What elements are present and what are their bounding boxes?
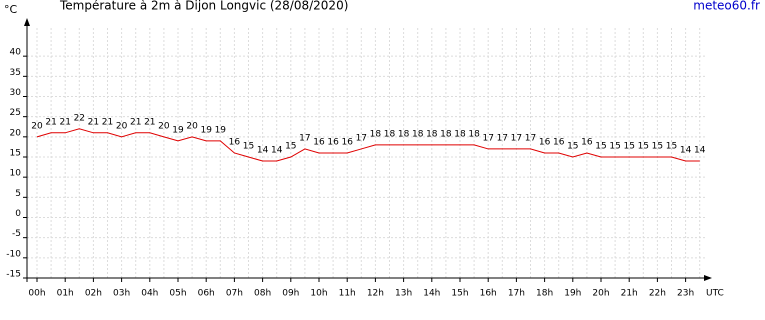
value-label: 17	[497, 133, 508, 143]
x-tick-label: 08h	[254, 289, 271, 299]
y-tick-label: 10	[10, 169, 22, 179]
x-tick-label: 14h	[423, 289, 440, 299]
x-axis-unit: UTC	[706, 289, 724, 299]
y-tick-label: 30	[10, 88, 22, 98]
source-link[interactable]: meteo60.fr	[693, 0, 760, 13]
value-label: 16	[539, 137, 551, 147]
value-label: 18	[384, 129, 396, 139]
value-label: 15	[243, 142, 254, 152]
x-tick-label: 21h	[621, 289, 638, 299]
value-label: 14	[680, 146, 692, 156]
y-tick-label: 15	[10, 149, 21, 159]
value-label: 17	[299, 133, 310, 143]
value-label: 17	[525, 133, 536, 143]
y-tick-label: 35	[10, 68, 21, 78]
value-label: 15	[666, 142, 677, 152]
value-label: 15	[595, 142, 606, 152]
y-tick-label: -10	[6, 249, 21, 259]
x-tick-label: 00h	[28, 289, 45, 299]
value-label: 16	[229, 137, 241, 147]
value-label: 21	[130, 117, 141, 127]
x-tick-label: 13h	[395, 289, 412, 299]
value-label: 19	[215, 125, 227, 135]
x-tick-label: 16h	[480, 289, 497, 299]
x-tick-label: 05h	[169, 289, 186, 299]
value-label: 15	[652, 142, 663, 152]
value-label: 17	[482, 133, 493, 143]
x-tick-label: 06h	[198, 289, 215, 299]
y-tick-label: 20	[10, 128, 22, 138]
value-label: 14	[271, 146, 283, 156]
value-label: 18	[412, 129, 424, 139]
x-tick-label: 20h	[592, 289, 609, 299]
value-label: 15	[609, 142, 620, 152]
y-tick-label: 0	[15, 209, 21, 219]
x-tick-label: 19h	[564, 289, 581, 299]
value-label: 16	[327, 137, 339, 147]
value-label: 18	[426, 129, 438, 139]
value-label: 19	[172, 125, 184, 135]
value-label: 17	[356, 133, 367, 143]
y-axis-unit: °C	[4, 3, 18, 16]
value-label: 15	[285, 142, 296, 152]
value-label: 14	[257, 146, 269, 156]
x-tick-label: 02h	[85, 289, 102, 299]
value-label: 18	[468, 129, 480, 139]
chart-title: Température à 2m à Dijon Longvic (28/08/…	[59, 0, 348, 13]
value-label: 15	[623, 142, 634, 152]
value-label: 21	[144, 117, 155, 127]
y-tick-label: 5	[15, 189, 21, 199]
value-label: 17	[511, 133, 522, 143]
value-label: 16	[341, 137, 353, 147]
value-label: 15	[638, 142, 649, 152]
value-label: 20	[158, 121, 170, 131]
value-label: 16	[553, 137, 565, 147]
x-tick-label: 01h	[57, 289, 74, 299]
value-label: 18	[454, 129, 466, 139]
value-label: 16	[581, 137, 593, 147]
x-tick-label: 18h	[536, 289, 553, 299]
y-tick-label: 25	[10, 108, 21, 118]
value-label: 21	[88, 117, 99, 127]
y-tick-label: -15	[6, 270, 21, 280]
value-label: 14	[694, 146, 706, 156]
x-axis-arrow	[704, 275, 712, 281]
y-axis-arrow	[24, 18, 30, 26]
x-tick-label: 11h	[339, 289, 356, 299]
x-tick-label: 07h	[226, 289, 243, 299]
value-label: 18	[370, 129, 382, 139]
x-tick-label: 23h	[677, 289, 694, 299]
value-label: 20	[186, 121, 198, 131]
x-tick-label: 15h	[451, 289, 468, 299]
x-tick-label: 03h	[113, 289, 130, 299]
x-tick-label: 12h	[367, 289, 384, 299]
value-label: 21	[45, 117, 56, 127]
x-tick-label: 04h	[141, 289, 158, 299]
value-label: 18	[440, 129, 452, 139]
y-tick-label: 40	[10, 48, 22, 58]
value-label: 21	[102, 117, 113, 127]
x-tick-label: 17h	[508, 289, 525, 299]
value-label: 15	[567, 142, 578, 152]
value-label: 19	[200, 125, 212, 135]
x-tick-label: 09h	[282, 289, 299, 299]
value-label: 20	[116, 121, 128, 131]
value-label: 20	[31, 121, 43, 131]
value-label: 18	[398, 129, 410, 139]
value-label: 22	[74, 113, 85, 123]
x-tick-label: 22h	[649, 289, 666, 299]
x-tick-label: 10h	[310, 289, 327, 299]
value-label: 21	[59, 117, 70, 127]
y-tick-label: -5	[12, 229, 21, 239]
temperature-line	[36, 128, 700, 162]
value-label: 16	[313, 137, 325, 147]
